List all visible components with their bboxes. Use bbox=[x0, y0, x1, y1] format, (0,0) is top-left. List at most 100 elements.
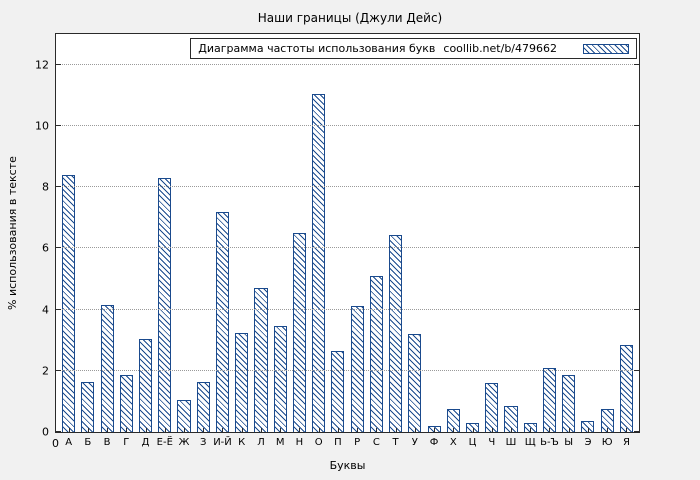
legend-source: coollib.net/b/479662 bbox=[443, 42, 557, 55]
y-tick-label: 8 bbox=[42, 180, 49, 194]
left-axis-tick bbox=[56, 124, 61, 126]
bar-slot bbox=[232, 34, 251, 432]
bar bbox=[119, 375, 133, 432]
right-axis-tick bbox=[634, 247, 639, 249]
x-tick-label: Ц bbox=[468, 437, 477, 448]
right-axis-tick bbox=[634, 186, 639, 188]
gridline bbox=[56, 63, 639, 65]
bar-slot bbox=[482, 34, 501, 432]
bar-slot bbox=[136, 34, 155, 432]
x-tick-label: Н bbox=[295, 437, 304, 448]
bar bbox=[158, 177, 172, 432]
bar bbox=[408, 334, 422, 432]
bar-slot bbox=[309, 34, 328, 432]
bar-slot bbox=[463, 34, 482, 432]
bar bbox=[254, 288, 268, 432]
left-axis-tick bbox=[56, 308, 61, 310]
left-axis-tick bbox=[56, 247, 61, 249]
right-axis-tick bbox=[634, 124, 639, 126]
x-tick-label: В bbox=[103, 437, 111, 448]
x-tick-label: Ж bbox=[178, 437, 190, 448]
bar-slot bbox=[444, 34, 463, 432]
bar-slot bbox=[328, 34, 347, 432]
left-axis-tick bbox=[56, 369, 61, 371]
left-axis-tick bbox=[56, 186, 61, 188]
page-title: Наши границы (Джули Дейс) bbox=[257, 11, 443, 25]
y-tick-label: 12 bbox=[35, 58, 49, 72]
bar bbox=[581, 421, 595, 432]
bar-slot bbox=[155, 34, 174, 432]
bar-slot bbox=[521, 34, 540, 432]
bar-slot bbox=[78, 34, 97, 432]
gridline bbox=[56, 308, 639, 310]
bar bbox=[100, 304, 114, 432]
x-tick-label: Д bbox=[141, 437, 150, 448]
x-tick-label: Э bbox=[584, 437, 592, 448]
x-tick-label: Ю bbox=[601, 437, 613, 448]
bar bbox=[446, 409, 460, 432]
bar bbox=[273, 326, 287, 432]
bar-slot bbox=[117, 34, 136, 432]
legend: Диаграмма частоты использования букв coo… bbox=[190, 38, 637, 59]
x-axis-label: Буквы bbox=[329, 459, 366, 472]
x-tick-label: О bbox=[314, 437, 323, 448]
bar bbox=[600, 409, 614, 432]
bar bbox=[62, 174, 76, 432]
bar bbox=[369, 275, 383, 432]
right-axis-tick bbox=[634, 308, 639, 310]
x-tick-label: Ш bbox=[505, 437, 517, 448]
bars bbox=[56, 34, 639, 432]
x-tick-label: Р bbox=[354, 437, 361, 448]
gridline bbox=[56, 124, 639, 126]
legend-label: Диаграмма частоты использования букв bbox=[198, 42, 436, 55]
bar-slot bbox=[578, 34, 597, 432]
bar bbox=[196, 381, 210, 432]
bar bbox=[312, 93, 326, 432]
bar-slot bbox=[386, 34, 405, 432]
x-tick-label: Е-Ё bbox=[156, 437, 173, 448]
x-tick-label: У bbox=[411, 437, 418, 448]
bar bbox=[350, 306, 364, 432]
bar-slot bbox=[598, 34, 617, 432]
bar-slot bbox=[617, 34, 636, 432]
bar-slot bbox=[348, 34, 367, 432]
bar-slot bbox=[213, 34, 232, 432]
gridline bbox=[56, 247, 639, 249]
bar-slot bbox=[174, 34, 193, 432]
x-tick-label: Ь-Ъ bbox=[540, 437, 559, 448]
bar bbox=[139, 338, 153, 432]
y-tick-label: 0 bbox=[42, 425, 49, 439]
x-tick-label: А bbox=[65, 437, 73, 448]
left-axis-tick bbox=[56, 431, 61, 432]
x-tick-label: Я bbox=[622, 437, 630, 448]
x-tick-label: М bbox=[275, 437, 285, 448]
x-labels: А Б В Г Д Е-Ё Ж З И-Й К Л М Н О П Р С Т У Ф Х Ц Ч Ш Щ Ь-Ъ Ы Э Ю Я bbox=[56, 437, 639, 448]
x-tick-label: С bbox=[372, 437, 380, 448]
bar bbox=[177, 399, 191, 432]
gridline bbox=[56, 186, 639, 188]
bar bbox=[292, 233, 306, 432]
bar bbox=[215, 211, 230, 432]
bar bbox=[562, 375, 576, 432]
x-tick-label: П bbox=[334, 437, 342, 448]
bar-slot bbox=[271, 34, 290, 432]
y-tick-label: 6 bbox=[42, 241, 49, 255]
right-axis-tick bbox=[634, 431, 639, 432]
bar-slot bbox=[501, 34, 520, 432]
y-tick-label: 2 bbox=[42, 364, 49, 378]
bar-slot bbox=[59, 34, 78, 432]
x-tick-label: Х bbox=[449, 437, 457, 448]
origin-label: 0 bbox=[52, 437, 59, 450]
y-tick-label: 4 bbox=[42, 303, 49, 317]
x-tick-label: Ы bbox=[564, 437, 574, 448]
x-tick-label: Т bbox=[392, 437, 399, 448]
bar-slot bbox=[405, 34, 424, 432]
bar-slot bbox=[251, 34, 270, 432]
bar bbox=[523, 422, 537, 432]
x-tick-label: З bbox=[200, 437, 207, 448]
bar-slot bbox=[97, 34, 116, 432]
x-tick-label: Г bbox=[123, 437, 130, 448]
bar bbox=[619, 344, 633, 432]
bar bbox=[504, 405, 518, 432]
bar-slot bbox=[367, 34, 386, 432]
